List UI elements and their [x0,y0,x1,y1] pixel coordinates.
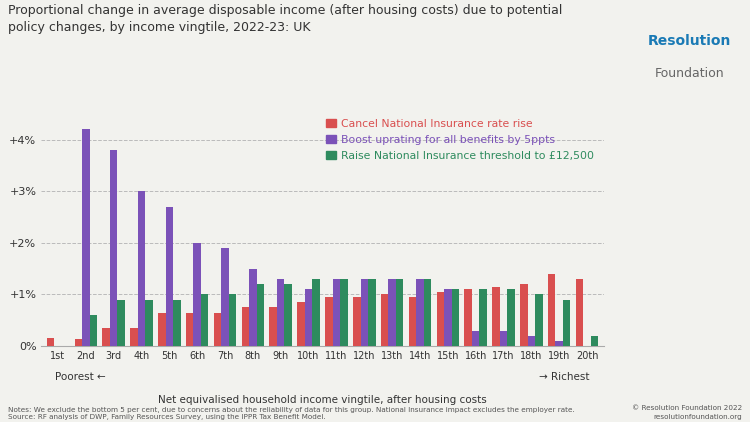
Bar [368,279,376,346]
Text: Proportional change in average disposable income (after housing costs) due to po: Proportional change in average disposabl… [8,4,562,34]
Bar [173,300,181,346]
Text: Net equivalised household income vingtile, after housing costs: Net equivalised household income vingtil… [158,395,487,405]
Bar [74,339,82,346]
Bar [118,300,125,346]
Bar [492,287,500,346]
Bar [479,289,487,346]
Bar [548,274,556,346]
Bar [166,207,173,346]
Bar [388,279,396,346]
Text: © Resolution Foundation 2022
resolutionfoundation.org: © Resolution Foundation 2022 resolutionf… [632,406,742,420]
Bar [138,191,146,346]
Text: → Richest: → Richest [539,372,590,382]
Bar [312,279,320,346]
Bar [130,328,138,346]
Bar [361,279,368,346]
Bar [242,307,249,346]
Bar [333,279,340,346]
Bar [297,302,304,346]
Bar [464,289,472,346]
Bar [284,284,292,346]
Bar [326,297,333,346]
Bar [214,313,221,346]
Bar [409,297,416,346]
Bar [436,292,444,346]
Bar [340,279,348,346]
Text: Foundation: Foundation [655,67,724,80]
Bar [444,289,452,346]
Bar [110,150,118,346]
Bar [527,336,535,346]
Bar [304,289,312,346]
Bar [520,284,527,346]
Bar [194,243,201,346]
Bar [102,328,110,346]
Bar [82,130,89,346]
Bar [576,279,584,346]
Bar [46,338,54,346]
Bar [591,336,598,346]
Bar [277,279,284,346]
Bar [507,289,515,346]
Bar [556,341,563,346]
Bar [249,269,256,346]
Text: Notes: We exclude the bottom 5 per cent, due to concerns about the reliability o: Notes: We exclude the bottom 5 per cent,… [8,407,574,420]
Bar [146,300,153,346]
Bar [452,289,459,346]
Bar [269,307,277,346]
Bar [158,313,166,346]
Bar [396,279,404,346]
Text: Resolution: Resolution [647,34,731,48]
Bar [500,330,507,346]
Bar [472,330,479,346]
Bar [416,279,424,346]
Bar [221,248,229,346]
Bar [256,284,264,346]
Bar [229,295,236,346]
Bar [186,313,194,346]
Bar [353,297,361,346]
Legend: Cancel National Insurance rate rise, Boost uprating for all benefits by 5ppts, R: Cancel National Insurance rate rise, Boo… [322,115,598,165]
Bar [563,300,571,346]
Bar [201,295,208,346]
Bar [424,279,431,346]
Text: Poorest ←: Poorest ← [56,372,106,382]
Bar [381,295,388,346]
Bar [89,315,97,346]
Bar [535,295,543,346]
